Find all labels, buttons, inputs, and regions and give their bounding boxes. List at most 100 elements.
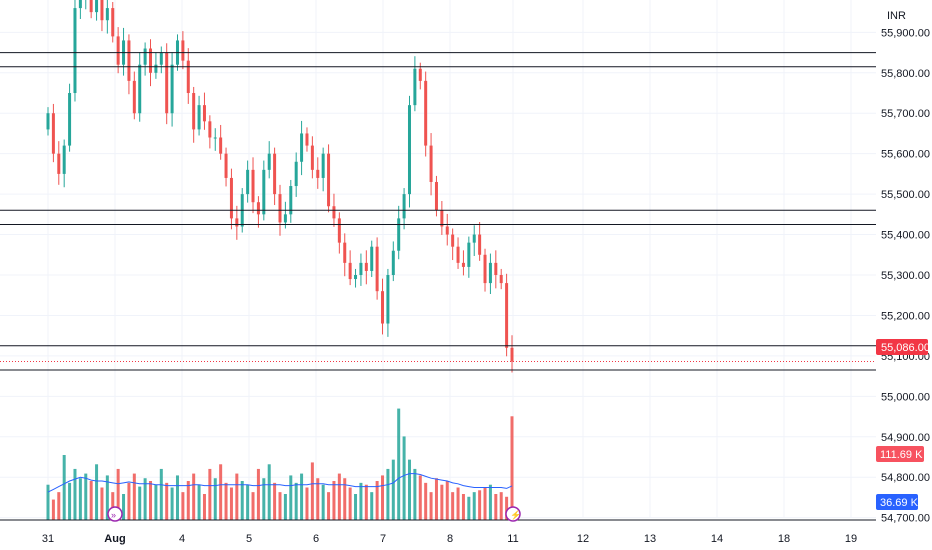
candle-body bbox=[149, 48, 153, 73]
candle-body bbox=[138, 64, 142, 114]
volume-bar bbox=[154, 484, 158, 520]
volume-bar bbox=[483, 487, 487, 520]
candle-body bbox=[186, 60, 190, 94]
volume-bar bbox=[418, 475, 422, 520]
price-tick-label: 55,800.00 bbox=[881, 68, 930, 80]
volume-bar bbox=[386, 468, 390, 520]
candle-body bbox=[229, 177, 233, 219]
last-price-tag: 55,086.00 bbox=[876, 339, 930, 355]
volume-pane bbox=[46, 408, 514, 520]
candle-body bbox=[445, 226, 449, 235]
date-tick-label: 5 bbox=[246, 533, 252, 545]
price-tick-label: 55,500.00 bbox=[881, 189, 930, 201]
volume-bar bbox=[505, 496, 509, 520]
date-axis[interactable]: 31 Aug 4 5 6 7 8 11 12 13 14 18 19 bbox=[42, 533, 857, 545]
candle-body bbox=[343, 242, 347, 263]
candle-body bbox=[219, 137, 223, 154]
candle-body bbox=[51, 113, 55, 154]
date-tick-label: 7 bbox=[380, 533, 386, 545]
horizontal-levels[interactable] bbox=[0, 52, 876, 371]
volume-bar bbox=[132, 473, 136, 520]
price-tick-label: 54,800.00 bbox=[881, 472, 930, 484]
volume-bar bbox=[413, 468, 417, 520]
candle-body bbox=[472, 234, 476, 243]
candle-body bbox=[289, 186, 293, 215]
volume-bar bbox=[310, 462, 314, 520]
volume-bar bbox=[202, 494, 206, 520]
candle-body bbox=[359, 262, 363, 275]
volume-bar bbox=[321, 484, 325, 520]
price-tick-label: 55,300.00 bbox=[881, 270, 930, 282]
volume-bar bbox=[262, 478, 266, 520]
candle-body bbox=[251, 169, 255, 203]
candle-body bbox=[505, 283, 509, 348]
price-tick-label: 55,900.00 bbox=[881, 27, 930, 39]
volume-bar bbox=[105, 475, 109, 520]
candle-body bbox=[456, 246, 460, 263]
candle-body bbox=[386, 275, 390, 324]
volume-bar bbox=[100, 487, 104, 520]
volume-bar bbox=[397, 408, 401, 520]
volume-bar bbox=[46, 484, 50, 520]
volume-bar bbox=[391, 459, 395, 520]
candle-body bbox=[132, 80, 136, 114]
candle-body bbox=[208, 121, 212, 138]
candle-body bbox=[461, 262, 465, 267]
candle-body bbox=[499, 275, 503, 284]
candle-body bbox=[68, 93, 72, 146]
candle-body bbox=[278, 194, 282, 223]
date-tick-label: Aug bbox=[104, 533, 125, 545]
last-price-value: 55,086.00 bbox=[881, 342, 930, 354]
volume-bar bbox=[170, 487, 174, 520]
candle-body bbox=[116, 36, 120, 65]
lightning-icon: ⚡ bbox=[510, 509, 521, 521]
volume-bar bbox=[327, 492, 331, 520]
candle-body bbox=[451, 234, 455, 247]
candle-body bbox=[95, 0, 99, 13]
price-tick-label: 55,700.00 bbox=[881, 108, 930, 120]
volume-bar bbox=[445, 481, 449, 520]
volume-bar bbox=[478, 490, 482, 520]
volume-bar bbox=[407, 459, 411, 520]
volume-bar bbox=[51, 499, 55, 520]
volume-bar bbox=[111, 492, 115, 520]
candle-body bbox=[111, 8, 115, 37]
volume-bar bbox=[494, 494, 498, 520]
date-tick-label: 4 bbox=[179, 533, 185, 545]
candle-body bbox=[364, 262, 368, 271]
candle-body bbox=[310, 145, 314, 170]
volume-bar bbox=[300, 473, 304, 520]
candle-body bbox=[348, 262, 352, 280]
date-tick-label: 11 bbox=[507, 533, 518, 545]
volume-bar bbox=[440, 484, 444, 520]
candle-body bbox=[273, 153, 277, 195]
volume-bar bbox=[354, 494, 358, 520]
candle-body bbox=[89, 0, 93, 13]
candle-body bbox=[407, 105, 411, 195]
volume-bar bbox=[235, 473, 239, 520]
candle-body bbox=[375, 246, 379, 292]
candle-body bbox=[235, 218, 239, 227]
candle-body bbox=[381, 291, 385, 324]
volume-bar bbox=[370, 492, 374, 520]
candle-body bbox=[316, 169, 320, 178]
date-tick-label: 18 bbox=[778, 533, 790, 545]
candle-body bbox=[78, 0, 82, 9]
candle-body bbox=[418, 68, 422, 81]
volume-bar bbox=[84, 473, 88, 520]
volume-bar bbox=[472, 492, 476, 520]
dividend-marker[interactable]: » bbox=[107, 506, 123, 522]
price-tick-label: 55,600.00 bbox=[881, 149, 930, 161]
volume-bar bbox=[402, 436, 406, 520]
candle-body bbox=[337, 218, 341, 243]
earnings-marker[interactable]: ⚡ bbox=[505, 506, 521, 522]
candle-body bbox=[294, 161, 298, 187]
volume-bar bbox=[122, 494, 126, 520]
volume-bar bbox=[57, 492, 61, 520]
volume-bar bbox=[229, 487, 233, 520]
price-tick-label: 55,400.00 bbox=[881, 230, 930, 242]
candle-body bbox=[100, 0, 104, 21]
candle-body bbox=[391, 250, 395, 275]
volume-bar bbox=[381, 475, 385, 520]
